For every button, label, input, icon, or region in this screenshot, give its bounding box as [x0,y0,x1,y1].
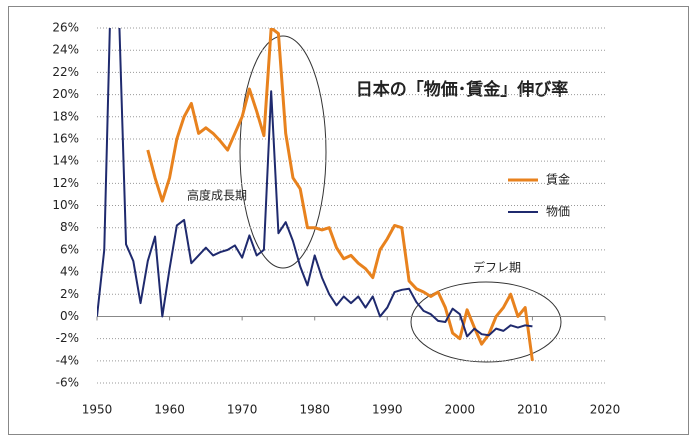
annotation: デフレ期 [473,260,521,275]
y-tick-label: 8% [60,220,79,234]
y-tick-label: 26% [52,21,79,35]
y-tick-label: 18% [52,109,79,123]
plot-area [97,28,534,362]
y-tick-label: 16% [52,131,79,145]
y-tick-label: -6% [56,376,79,390]
y-tick-label: -2% [56,331,79,345]
x-tick-label: 1960 [154,403,185,417]
y-tick-label: -4% [56,353,79,367]
highlight-ellipse [410,281,562,363]
y-tick-label: 22% [52,65,79,79]
y-tick-label: 10% [52,198,79,212]
x-tick-label: 1980 [299,403,330,417]
y-tick-label: 20% [52,87,79,101]
x-tick-label: 1970 [227,403,258,417]
y-tick-label: 24% [52,43,79,57]
y-tick-label: 12% [52,176,79,190]
y-tick-label: 14% [52,154,79,168]
x-tick-label: 2000 [445,403,476,417]
chart-frame [8,6,689,435]
y-tick-label: 2% [60,287,79,301]
series-line [146,28,534,362]
x-tick-label: 2010 [517,403,548,417]
x-tick-label: 1990 [372,403,403,417]
series-line [97,28,533,338]
y-tick-label: 0% [60,309,79,323]
x-tick-label: 2020 [590,403,621,417]
legend-label: 物価 [546,205,570,219]
chart-title: 日本の「物価･賃金」伸び率 [356,79,569,100]
annotation: 高度成長期 [187,188,247,203]
y-tick-label: 4% [60,265,79,279]
y-tick-label: 6% [60,242,79,256]
legend-label: 賃金 [546,172,570,187]
x-tick-label: 1950 [82,403,113,417]
highlight-ellipse [239,35,327,269]
